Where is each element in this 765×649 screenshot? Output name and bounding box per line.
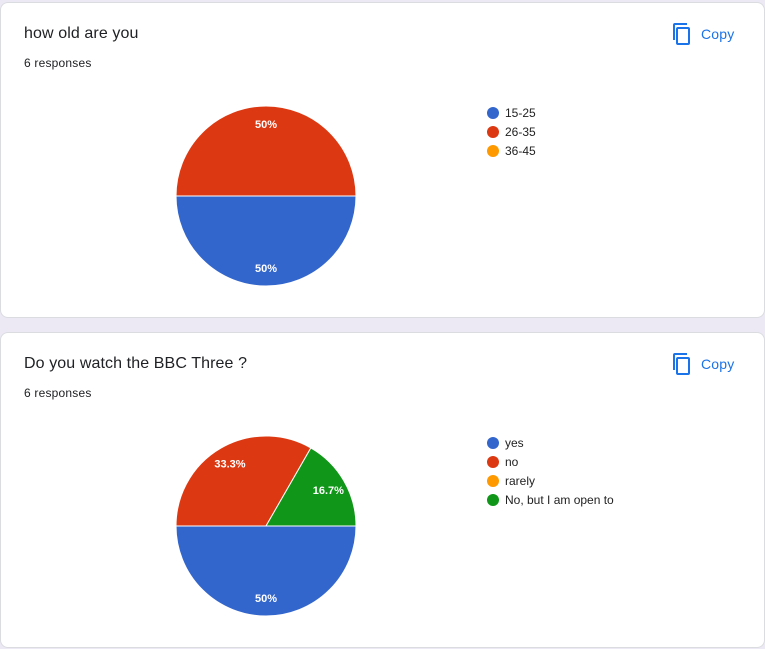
pie-slice-no [175, 435, 312, 527]
legend-item-no-but-i-am-open-to: No, but I am open to [487, 490, 614, 509]
question-title: Do you watch the BBC Three ? [24, 355, 248, 372]
chart-legend: 15-25 26-35 36-45 [487, 103, 536, 160]
pie-slice-no-but-i-am-open-to [265, 447, 357, 527]
pie-label-26-35: 50% [255, 119, 277, 131]
response-count: 6 responses [24, 56, 92, 70]
copy-label: Copy [701, 26, 735, 42]
legend-swatch [487, 493, 499, 506]
legend-swatch [487, 474, 499, 487]
legend-item-15-25: 15-25 [487, 103, 536, 122]
pie-label-no: 33.3% [214, 459, 245, 471]
chart-legend: yes no rarely No, but I am open to [487, 433, 614, 509]
pie-label-15-25: 50% [255, 263, 277, 275]
question-card-bbc-three: Do you watch the BBC Three ? 6 responses… [0, 332, 765, 648]
response-count: 6 responses [24, 386, 92, 400]
copy-chart-button[interactable]: Copy [671, 19, 734, 49]
question-card-age: how old are you 6 responses Copy 50% 50% … [0, 2, 765, 318]
copy-chart-button[interactable]: Copy [671, 349, 734, 379]
legend-label: 15-25 [505, 105, 536, 120]
pie-chart-age: 50% 50% [175, 105, 357, 287]
pie-slice-26-35 [175, 105, 357, 197]
legend-item-rarely: rarely [487, 471, 614, 490]
copy-icon [673, 353, 690, 375]
legend-label: No, but I am open to [505, 492, 614, 507]
question-title: how old are you [24, 25, 139, 42]
legend-label: 36-45 [505, 143, 536, 158]
pie-slice-15-25 [175, 195, 357, 287]
pie-chart-bbc-three: 50% 33.3% 16.7% [175, 435, 357, 617]
legend-swatch [487, 106, 499, 119]
legend-label: yes [505, 435, 524, 450]
legend-label: rarely [505, 473, 536, 488]
pie-slice-yes [175, 525, 357, 617]
legend-item-no: no [487, 452, 614, 471]
copy-icon [673, 23, 690, 45]
legend-item-26-35: 26-35 [487, 122, 536, 141]
legend-swatch [487, 436, 499, 449]
pie-label-no-but-i-am-open-to: 16.7% [313, 485, 344, 497]
pie-label-yes: 50% [255, 593, 277, 605]
legend-swatch [487, 144, 499, 157]
legend-swatch [487, 455, 499, 468]
legend-label: 26-35 [505, 124, 536, 139]
legend-label: no [505, 454, 519, 469]
legend-swatch [487, 125, 499, 138]
legend-item-36-45: 36-45 [487, 141, 536, 160]
copy-label: Copy [701, 356, 735, 372]
legend-item-yes: yes [487, 433, 614, 452]
